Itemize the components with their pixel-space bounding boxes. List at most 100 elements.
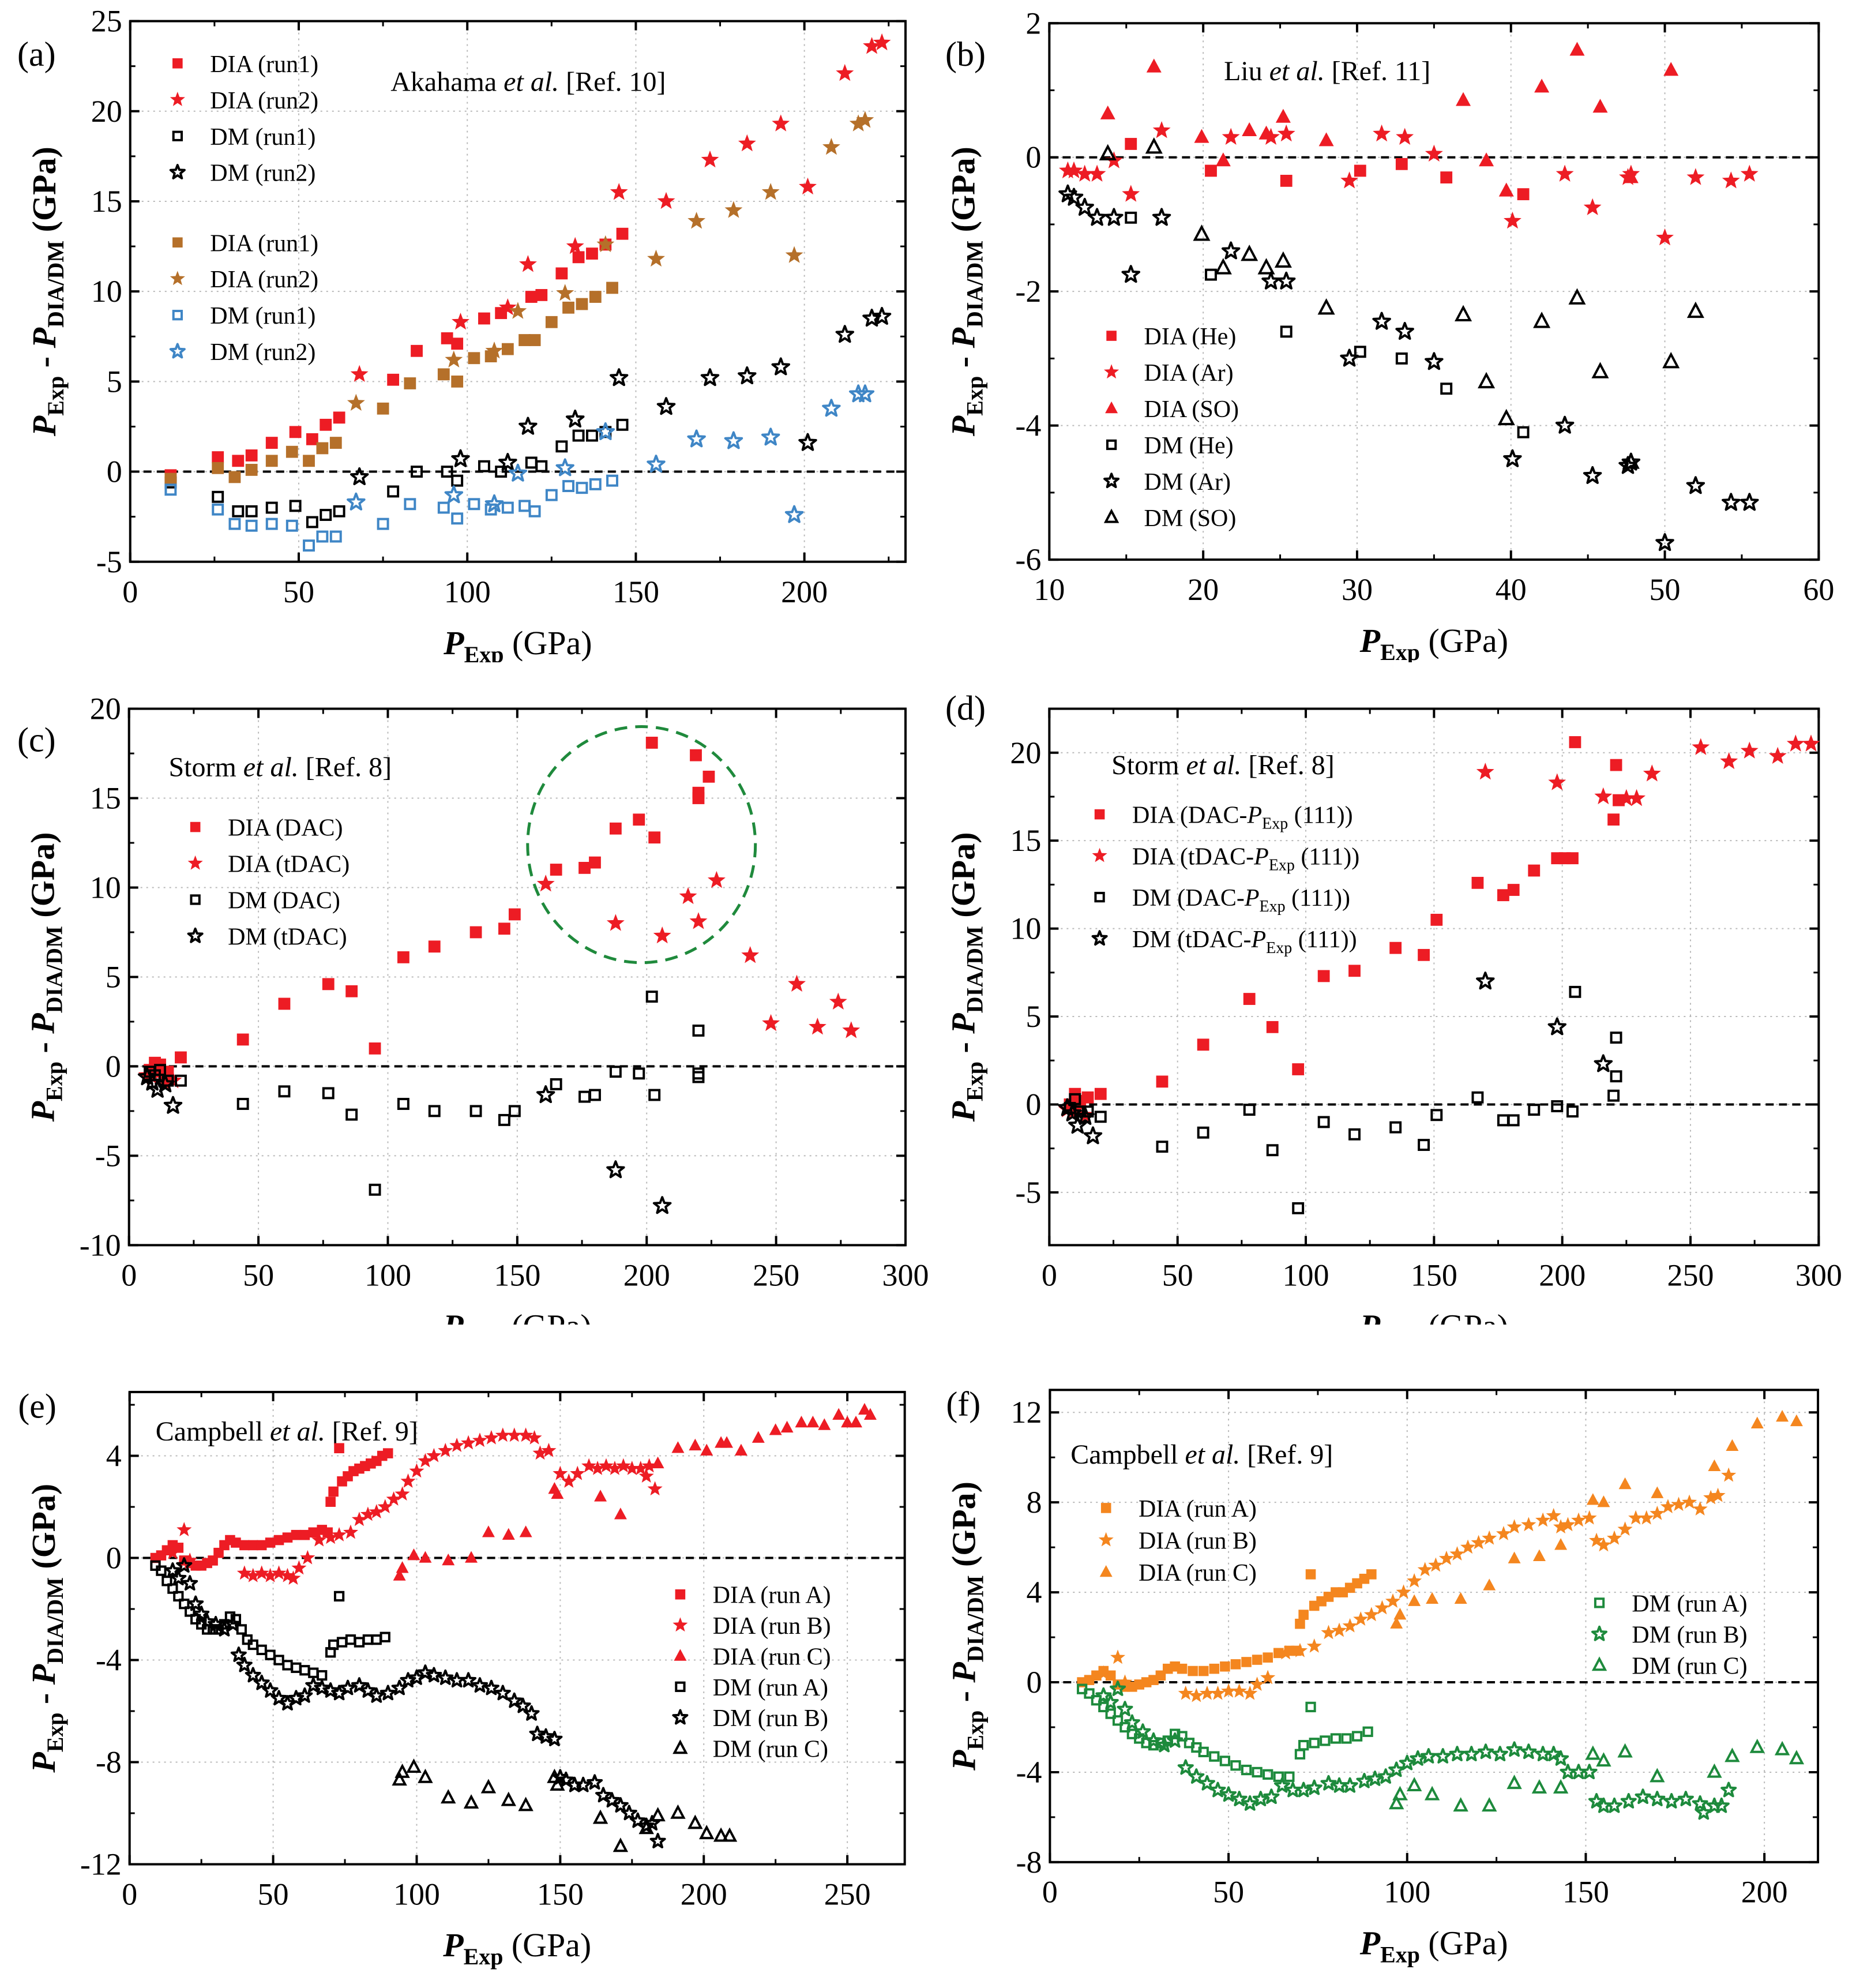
data-point [1088, 164, 1106, 182]
series-2 [1064, 985, 1622, 1214]
y-title-unit: (GPa) [25, 1484, 62, 1577]
x-tick-label: 0 [122, 1877, 137, 1911]
data-point [1342, 1618, 1358, 1633]
data-point [1528, 1104, 1541, 1116]
legend-label: DM (SO) [1144, 505, 1237, 532]
data-point [1425, 352, 1444, 370]
data-point [1099, 144, 1117, 161]
data-point [1332, 1622, 1347, 1637]
legend-label: DIA (tDAC) [228, 852, 350, 878]
legend-marker [169, 164, 186, 179]
grid [129, 708, 906, 1246]
data-point [609, 822, 622, 835]
y-tick-label: 0 [106, 1049, 121, 1083]
data-point [478, 460, 490, 472]
data-point [538, 1728, 554, 1744]
data-point [1498, 182, 1514, 197]
y-tick-label: 2 [1025, 6, 1041, 40]
data-point [1617, 789, 1636, 807]
x-tick-label: 200 [681, 1877, 727, 1911]
data-point [299, 1665, 310, 1676]
data-point [1692, 1501, 1708, 1516]
data-point [1504, 211, 1521, 229]
data-point [679, 887, 697, 905]
data-point [1456, 92, 1471, 106]
data-point [1418, 948, 1430, 961]
data-point [428, 1105, 441, 1117]
data-points [1077, 1409, 1805, 1820]
data-point [1724, 1747, 1740, 1762]
data-points [150, 1402, 877, 1852]
data-point [1242, 122, 1257, 136]
y-tick-label: 15 [1010, 823, 1041, 858]
data-point [1177, 1731, 1188, 1742]
legend-marker [169, 343, 186, 359]
data-point [1610, 1031, 1622, 1044]
data-point [1471, 1535, 1486, 1550]
legend-label-part: DM (DAC- [1132, 885, 1245, 912]
x-axis: 10 20 30 40 50 60 [1034, 23, 1834, 607]
x-tick-label: 150 [1562, 1875, 1609, 1910]
data-point [1585, 1745, 1601, 1760]
data-point [328, 1486, 339, 1497]
data-point [1424, 1786, 1440, 1801]
data-point [236, 1624, 247, 1635]
data-point [529, 1726, 546, 1742]
data-point [1340, 348, 1359, 367]
data-point [444, 485, 464, 504]
data-point [689, 1438, 702, 1451]
data-point [606, 914, 625, 931]
data-point [1372, 312, 1391, 330]
y-tick-label: 0 [1025, 1087, 1041, 1121]
data-point [1547, 1017, 1566, 1036]
data-point [596, 235, 615, 253]
data-point [407, 1548, 420, 1561]
data-point [784, 505, 804, 523]
data-point [291, 1529, 302, 1540]
data-point [780, 1420, 794, 1433]
data-point [336, 1637, 348, 1648]
data-point [1121, 265, 1140, 283]
y-title-symbol-2: P [25, 327, 63, 348]
data-point [545, 316, 558, 328]
annotation-author: Akahama [390, 66, 504, 97]
data-point [303, 455, 315, 467]
data-point [587, 1774, 603, 1790]
x-tick-label: 150 [494, 1258, 540, 1292]
data-point [519, 334, 531, 346]
data-point [1076, 1106, 1095, 1125]
data-point [535, 289, 548, 301]
data-point [1571, 1512, 1587, 1527]
data-point [495, 1427, 510, 1442]
data-point [1354, 164, 1366, 177]
legend-marker [172, 58, 183, 69]
data-point [836, 63, 854, 81]
data-point [176, 1522, 192, 1536]
data-point [1721, 1467, 1737, 1482]
data-point [179, 1599, 190, 1610]
data-point [333, 505, 345, 517]
data-point [333, 1591, 345, 1602]
data-point [1112, 1715, 1124, 1726]
data-point [1720, 1781, 1737, 1798]
y-title-unit: (GPa) [945, 1481, 983, 1575]
data-point [700, 368, 720, 387]
data-point [280, 1567, 295, 1582]
data-point [551, 1487, 564, 1499]
data-point [1277, 271, 1296, 290]
data-point [562, 480, 574, 492]
data-point [541, 1442, 557, 1457]
data-point [713, 1827, 729, 1842]
legend-marker [1092, 847, 1107, 862]
data-point [1566, 852, 1579, 865]
data-point [451, 474, 464, 487]
legend-label-subscript: Exp [1269, 856, 1295, 874]
legend-marker [170, 271, 185, 286]
x-tick-label: 100 [444, 575, 491, 609]
data-point [245, 1567, 261, 1582]
series-0 [150, 1443, 393, 1571]
data-point [1385, 1593, 1401, 1608]
data-point [254, 1565, 269, 1580]
data-point [1750, 1416, 1764, 1428]
